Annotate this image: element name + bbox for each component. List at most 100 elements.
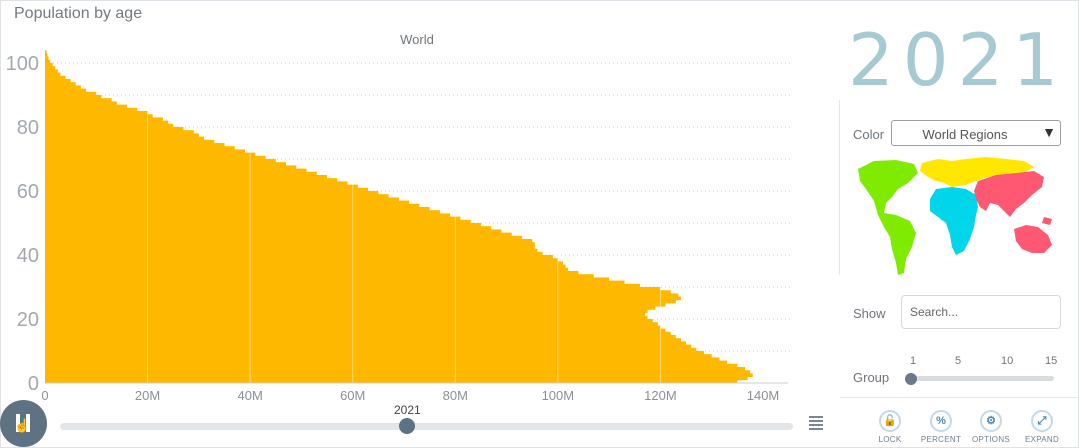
age-bar[interactable] [45, 162, 287, 166]
age-bar[interactable] [45, 53, 48, 57]
age-bar[interactable] [45, 239, 533, 243]
options-button[interactable]: ⚙ OPTIONS [963, 410, 1019, 444]
age-bar[interactable] [45, 255, 553, 259]
age-bar[interactable] [45, 203, 420, 208]
map-region-americas[interactable] [858, 160, 918, 275]
age-bar[interactable] [45, 171, 317, 176]
age-bar[interactable] [45, 299, 676, 304]
age-bar[interactable] [45, 130, 194, 134]
age-bar[interactable] [45, 229, 502, 233]
world-regions-map[interactable] [856, 155, 1061, 277]
age-bar[interactable] [45, 139, 215, 144]
timeline-track[interactable] [60, 423, 793, 430]
age-bar[interactable] [45, 111, 148, 115]
age-bar[interactable] [45, 181, 348, 185]
age-bar[interactable] [45, 72, 61, 77]
age-bar[interactable] [45, 341, 687, 345]
age-bar[interactable] [45, 261, 563, 265]
age-bar[interactable] [45, 367, 746, 371]
age-bar[interactable] [45, 283, 640, 288]
age-bar[interactable] [45, 357, 720, 361]
age-bar[interactable] [45, 59, 51, 64]
age-bar[interactable] [45, 331, 671, 336]
age-bar[interactable] [45, 344, 692, 349]
percent-button[interactable]: % PERCENT [913, 410, 969, 444]
age-bar[interactable] [45, 296, 681, 301]
age-bar[interactable] [45, 152, 256, 157]
age-bar[interactable] [45, 360, 728, 365]
age-bar[interactable] [45, 127, 184, 131]
age-bar[interactable] [45, 79, 71, 83]
age-bar[interactable] [45, 219, 471, 224]
age-bar[interactable] [45, 370, 751, 374]
age-bar[interactable] [45, 319, 653, 323]
age-bar[interactable] [45, 155, 266, 160]
age-bar[interactable] [45, 98, 112, 102]
age-bar[interactable] [45, 95, 102, 99]
age-bar[interactable] [45, 312, 646, 317]
age-bar[interactable] [45, 143, 225, 147]
age-bar[interactable] [45, 56, 49, 61]
age-bar[interactable] [45, 280, 625, 285]
age-bar[interactable] [45, 187, 369, 192]
group-slider-handle[interactable] [905, 373, 917, 385]
age-bar[interactable] [45, 149, 246, 153]
age-bar[interactable] [45, 242, 535, 246]
speed-control-icon[interactable] [809, 416, 823, 432]
age-bar[interactable] [45, 290, 671, 294]
age-bar[interactable] [45, 136, 204, 141]
age-bar[interactable] [45, 303, 666, 307]
age-bar[interactable] [45, 114, 153, 118]
age-bar[interactable] [45, 168, 307, 173]
map-region-africa[interactable] [930, 187, 978, 255]
age-bar[interactable] [45, 104, 128, 109]
age-bar[interactable] [45, 258, 558, 262]
age-bar[interactable] [45, 351, 705, 355]
age-bar[interactable] [45, 235, 522, 240]
age-bar[interactable] [45, 207, 430, 211]
age-bar[interactable] [45, 159, 276, 163]
age-bar[interactable] [45, 66, 56, 70]
age-bar[interactable] [45, 197, 399, 201]
age-bar[interactable] [45, 120, 169, 125]
age-bar[interactable] [45, 226, 492, 230]
age-bar[interactable] [45, 184, 358, 189]
age-bar[interactable] [45, 91, 97, 96]
age-bar[interactable] [45, 123, 174, 128]
map-region-europe[interactable] [920, 157, 1034, 187]
age-bar[interactable] [45, 88, 87, 93]
age-bar[interactable] [45, 194, 389, 198]
age-bar[interactable] [45, 223, 481, 227]
age-bar[interactable] [45, 315, 648, 320]
age-bar[interactable] [45, 245, 535, 249]
group-slider-track[interactable] [910, 376, 1054, 381]
age-bar[interactable] [45, 322, 658, 326]
lock-button[interactable]: 🔓 LOCK [862, 410, 918, 444]
age-bar[interactable] [45, 107, 138, 112]
age-bar[interactable] [45, 213, 451, 217]
age-bar[interactable] [45, 133, 199, 137]
age-bar[interactable] [45, 178, 338, 182]
age-bar[interactable] [45, 271, 579, 275]
age-bar[interactable] [45, 335, 676, 339]
play-pause-button[interactable]: ☝ [0, 400, 47, 447]
age-bar[interactable] [45, 325, 661, 329]
age-bar[interactable] [45, 191, 379, 195]
age-bar[interactable] [45, 363, 738, 368]
search-input[interactable] [901, 295, 1061, 329]
age-bar[interactable] [45, 101, 117, 105]
map-region-asia[interactable] [974, 171, 1044, 217]
age-bar[interactable] [45, 175, 328, 179]
age-bar[interactable] [45, 216, 461, 221]
age-bar[interactable] [45, 82, 76, 86]
age-bar[interactable] [45, 309, 648, 313]
age-bar[interactable] [45, 277, 610, 281]
age-bar[interactable] [45, 146, 235, 150]
age-bar[interactable] [45, 347, 697, 352]
age-bar[interactable] [45, 50, 47, 54]
age-bar[interactable] [45, 251, 543, 256]
age-bar[interactable] [45, 165, 297, 169]
expand-button[interactable]: ⤢ EXPAND [1014, 410, 1070, 444]
age-bar[interactable] [45, 264, 566, 269]
age-bar[interactable] [45, 379, 738, 384]
